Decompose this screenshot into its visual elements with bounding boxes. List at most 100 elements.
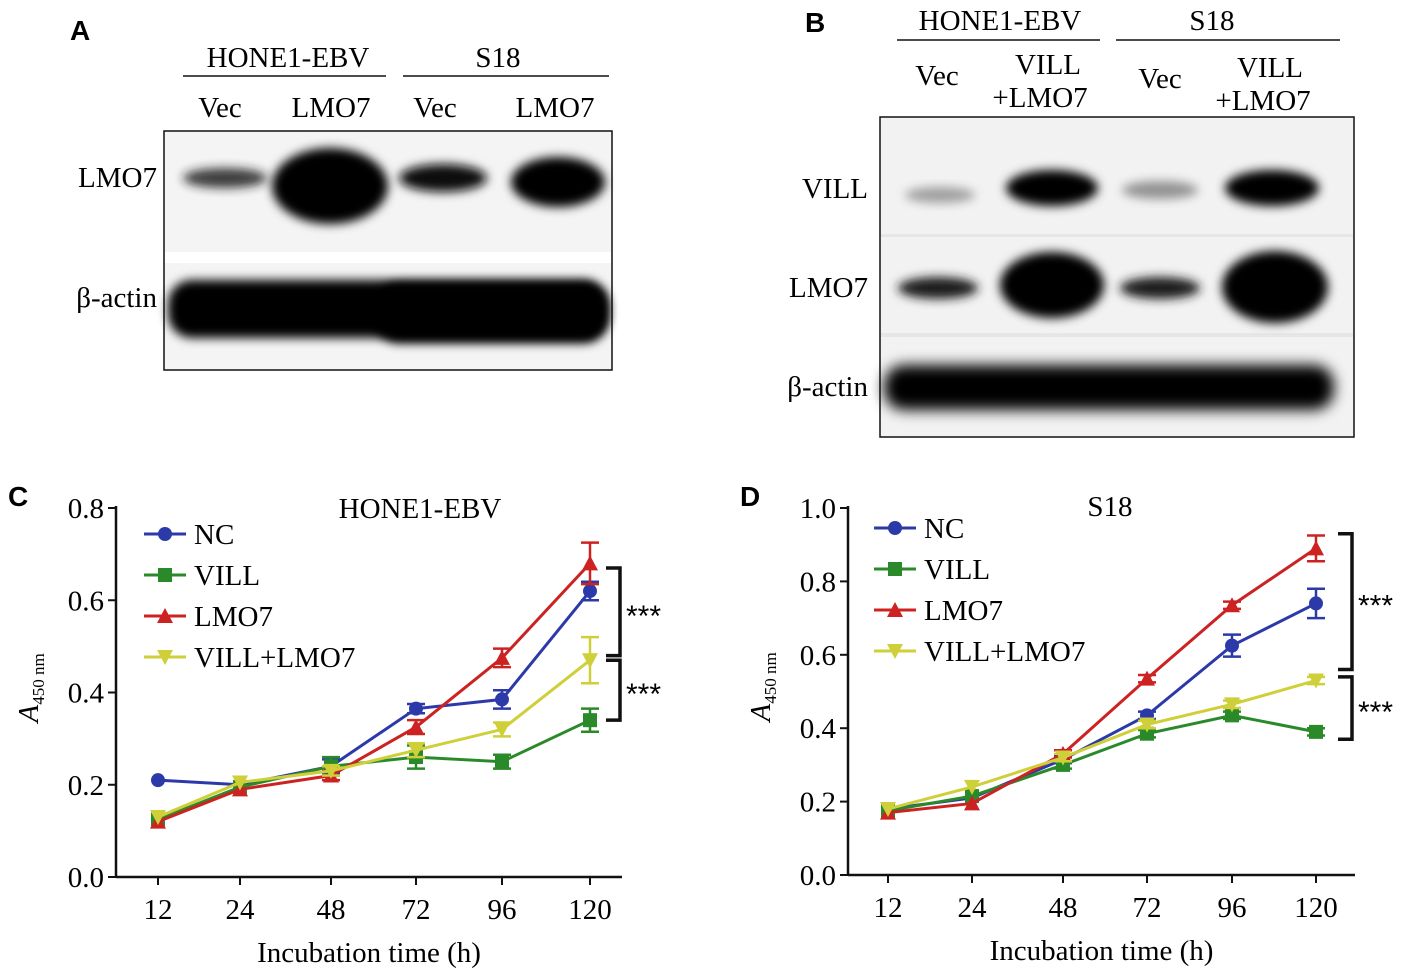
x-tick-label: 96 xyxy=(488,894,517,926)
panel-a-row-label-beta-actin: β-actin xyxy=(76,282,157,314)
significance-label: *** xyxy=(626,678,661,711)
panel-b-lane-label: VILL xyxy=(1237,52,1303,84)
x-tick-label: 96 xyxy=(1218,892,1247,924)
panel-b-lane-label: +LMO7 xyxy=(992,82,1087,114)
series-line xyxy=(157,590,592,787)
legend-label: LMO7 xyxy=(194,601,273,633)
data-point xyxy=(583,713,597,728)
panel-a-lane-label: LMO7 xyxy=(516,92,595,124)
legend-item: VILL xyxy=(874,554,990,586)
y-tick-label: 0.0 xyxy=(800,860,836,892)
data-point xyxy=(408,719,424,735)
panel-a-row-label-lmo7: LMO7 xyxy=(78,162,157,194)
x-tick-label: 48 xyxy=(317,894,346,926)
data-point xyxy=(1225,638,1239,653)
data-point xyxy=(583,584,597,599)
panel-b-lane-label: VILL xyxy=(1015,49,1081,81)
chart-title: S18 xyxy=(1087,491,1132,523)
legend-marker xyxy=(887,644,903,659)
legend-marker xyxy=(887,602,903,617)
panel-b-row-label-lmo7: LMO7 xyxy=(789,272,868,304)
y-tick-label: 0.2 xyxy=(800,787,836,819)
y-tick-label: 0.8 xyxy=(68,493,104,525)
legend-item: LMO7 xyxy=(874,595,1003,627)
data-point xyxy=(409,701,423,716)
y-axis-label: A450 nm xyxy=(745,652,780,723)
panel-a-lane-label: LMO7 xyxy=(292,92,371,124)
series-line xyxy=(157,659,591,819)
legend-item: VILL+LMO7 xyxy=(874,636,1085,668)
panel-a-lane-label: Vec xyxy=(413,92,456,124)
data-point xyxy=(1139,717,1155,733)
significance-label: *** xyxy=(1358,696,1393,729)
data-point xyxy=(232,775,248,791)
data-point xyxy=(880,801,896,817)
x-tick-label: 72 xyxy=(402,894,431,926)
chart-panel-c: C 0.0 0.2 0.4 0.6 0.8 12 24 48 72 96 120 Incubation … xyxy=(8,481,661,968)
y-tick-label: 0.4 xyxy=(800,713,837,745)
data-point xyxy=(494,722,510,738)
legend-label: VILL xyxy=(194,560,260,592)
panel-b-row-label-vill: VILL xyxy=(802,173,868,205)
x-tick-label: 120 xyxy=(568,894,612,926)
data-point xyxy=(408,743,424,759)
data-point xyxy=(1309,596,1323,611)
legend-marker xyxy=(157,650,173,665)
panel-b-lane-label: +LMO7 xyxy=(1215,85,1310,117)
legend-item: VILL+LMO7 xyxy=(144,642,355,674)
panel-letter: D xyxy=(740,481,760,512)
series-line xyxy=(887,679,1317,811)
y-tick-label: 0.4 xyxy=(68,678,105,710)
panel-a: A HONE1-EBV S18 Vec LMO7 Vec LMO7 LMO7 β… xyxy=(70,15,613,371)
y-axis-label-main: A xyxy=(13,705,45,725)
data-point xyxy=(1140,726,1154,741)
data-point xyxy=(1055,750,1071,766)
y-axis-label-sub: 450 nm xyxy=(761,652,780,703)
panel-a-group-label-s18: S18 xyxy=(475,42,520,74)
data-point xyxy=(964,779,980,795)
y-axis-label: A450 nm xyxy=(13,653,48,724)
chart-panel-d: D 0.0 0.2 0.4 0.6 0.8 1.0 12 24 48 72 96 120 Incubati… xyxy=(740,481,1393,967)
series-line xyxy=(157,562,592,824)
legend-label: NC xyxy=(924,513,964,545)
series-line xyxy=(157,718,591,821)
significance-label: *** xyxy=(626,600,661,633)
chart-title: HONE1-EBV xyxy=(339,493,502,525)
data-point xyxy=(1225,708,1239,723)
x-tick-label: 48 xyxy=(1049,892,1078,924)
data-point xyxy=(1308,540,1324,556)
y-tick-label: 0.2 xyxy=(68,770,104,802)
significance-label: *** xyxy=(1358,590,1393,623)
panel-letter: C xyxy=(8,481,28,512)
significance-bracket xyxy=(1338,675,1354,741)
x-tick-label: 12 xyxy=(144,894,173,926)
panel-a-group-label-hone1: HONE1-EBV xyxy=(207,42,370,74)
data-point xyxy=(1224,697,1240,713)
panel-a-blot-image xyxy=(163,130,613,371)
panel-letter-b: B xyxy=(805,7,825,38)
panel-b-lane-label: Vec xyxy=(1138,63,1181,95)
legend-marker xyxy=(888,521,902,535)
y-tick-label: 0.6 xyxy=(800,640,836,672)
y-tick-label: 0.8 xyxy=(800,566,836,598)
legend-item: VILL xyxy=(144,560,260,592)
series-vill xyxy=(151,707,599,827)
x-axis-label: Incubation time (h) xyxy=(990,935,1214,967)
series-vill-lmo7 xyxy=(150,635,599,826)
x-tick-label: 12 xyxy=(874,892,903,924)
legend-label: NC xyxy=(194,519,234,551)
legend: NC VILL LMO7 VILL+LMO7 xyxy=(144,519,355,674)
x-tick-label: 24 xyxy=(226,894,256,926)
legend-item: NC xyxy=(144,519,234,551)
panel-b-lane-label: Vec xyxy=(915,60,958,92)
panel-letter-a: A xyxy=(70,15,90,46)
data-point xyxy=(495,754,509,769)
series-vill xyxy=(881,708,1325,818)
y-tick-label: 0.0 xyxy=(68,862,104,894)
legend-marker xyxy=(158,568,172,582)
series-line xyxy=(887,713,1317,813)
x-tick-label: 24 xyxy=(958,892,988,924)
y-tick-label: 1.0 xyxy=(800,493,836,525)
panel-b-group-label-s18: S18 xyxy=(1189,5,1234,37)
